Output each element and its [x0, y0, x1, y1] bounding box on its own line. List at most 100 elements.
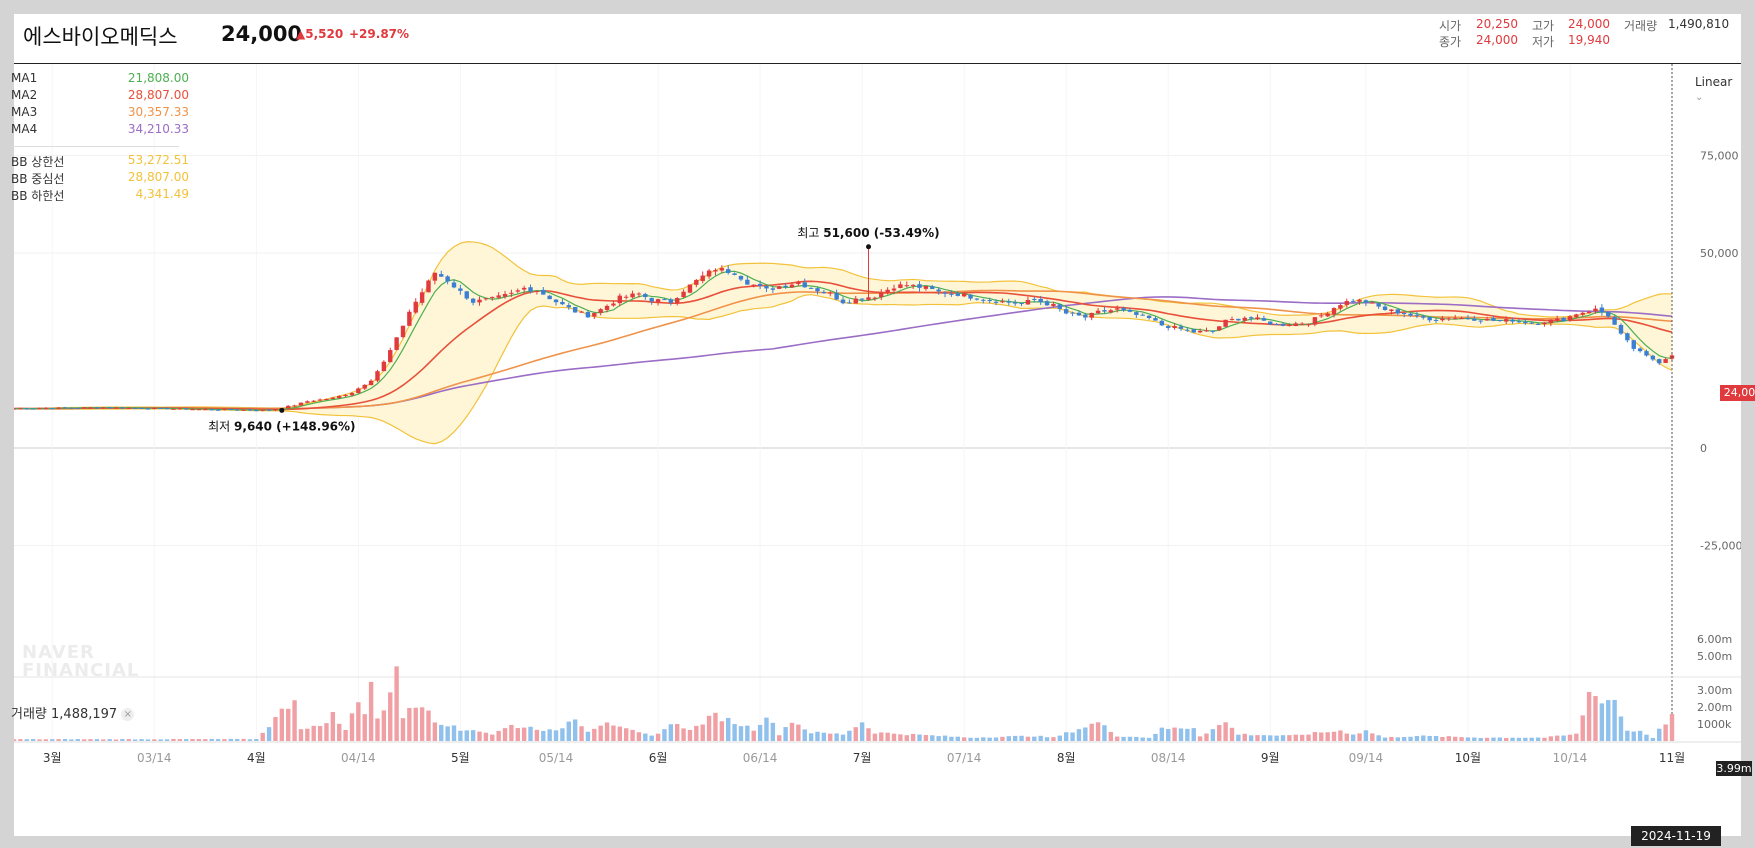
- volume-bar: [228, 738, 234, 741]
- candle: [706, 270, 712, 277]
- candle: [1357, 299, 1362, 302]
- candle: [311, 400, 316, 402]
- volume-bar: [152, 739, 157, 741]
- candle: [222, 409, 227, 411]
- volume-bar: [1006, 736, 1011, 741]
- close-icon[interactable]: ×: [121, 708, 135, 721]
- volume-bar: [1172, 727, 1177, 741]
- volume-bar: [292, 700, 297, 741]
- scale-button[interactable]: Linear ⌄: [1695, 75, 1733, 103]
- candle: [675, 298, 680, 303]
- candle: [815, 288, 820, 292]
- volume-bar: [1038, 735, 1043, 741]
- candle: [215, 409, 221, 411]
- x-tick-label: 05/14: [539, 751, 574, 765]
- volume-tick-label: 5.00m: [1697, 650, 1732, 663]
- candle: [1044, 301, 1050, 306]
- volume-bar: [1108, 731, 1114, 741]
- volume-bar: [643, 733, 648, 741]
- volume-bar: [1472, 737, 1477, 741]
- candle: [1529, 322, 1534, 324]
- candle: [1319, 315, 1324, 317]
- candle: [751, 284, 756, 286]
- volume-bar: [317, 726, 323, 741]
- legend-ma2-value: 28,807.00: [127, 88, 189, 102]
- candle: [337, 396, 342, 399]
- candle: [1038, 299, 1043, 303]
- volume-bar: [1529, 737, 1534, 741]
- volume-bar: [681, 728, 686, 741]
- candle: [1452, 318, 1458, 320]
- volume-bar: [1395, 737, 1400, 741]
- volume-bar: [1586, 691, 1592, 741]
- candle: [1293, 323, 1298, 327]
- candle: [547, 295, 552, 300]
- volume-bar: [1421, 735, 1426, 741]
- candle: [1140, 314, 1145, 316]
- volume-bar: [286, 708, 291, 741]
- candle: [426, 280, 431, 293]
- volume-bar: [1504, 737, 1509, 741]
- x-tick-label: 8월: [1057, 751, 1076, 765]
- x-tick-label: 6월: [649, 751, 668, 765]
- volume-bar: [885, 732, 890, 741]
- candle: [930, 286, 935, 290]
- ma1-line: [14, 270, 1673, 411]
- volume-bar: [260, 732, 265, 741]
- candle: [1134, 312, 1139, 315]
- volume-bar: [745, 725, 750, 741]
- volume-bar: [566, 721, 571, 741]
- candle: [483, 298, 489, 300]
- volume-bar: [145, 739, 151, 741]
- volume-bar: [1555, 735, 1560, 741]
- candle: [636, 293, 642, 295]
- candle: [81, 407, 87, 409]
- candle: [700, 275, 705, 282]
- volume-bar: [617, 726, 623, 741]
- candle: [1363, 300, 1369, 303]
- candle: [1535, 323, 1541, 325]
- candle: [1625, 333, 1630, 341]
- candle: [1210, 330, 1216, 332]
- x-tick-label: 3월: [43, 751, 62, 765]
- candle: [655, 299, 661, 303]
- candle: [247, 409, 253, 411]
- candle: [1446, 318, 1452, 320]
- x-tick-label: 11월: [1659, 751, 1685, 765]
- y-tick-label: 50,000: [1700, 247, 1739, 260]
- volume-bar: [1134, 736, 1139, 741]
- volume-bar: [43, 739, 49, 741]
- volume-bar: [898, 734, 903, 741]
- volume-bar: [1446, 736, 1452, 741]
- candle: [1516, 321, 1522, 323]
- volume-bar: [426, 710, 431, 741]
- candle: [101, 407, 106, 409]
- volume-bar: [400, 718, 406, 741]
- volume-bar: [1408, 736, 1413, 741]
- volume-bar: [1229, 727, 1235, 741]
- candle: [241, 409, 246, 411]
- candle: [400, 325, 406, 338]
- volume-bar: [126, 739, 131, 741]
- volume-bar: [770, 722, 776, 741]
- price-chart[interactable]: 최고 51,600 (-53.49%) 최저 9,640 (+148.96%) 75…: [14, 14, 1741, 836]
- volume-bar: [1248, 735, 1254, 741]
- grid-lines: [14, 64, 1673, 834]
- candle: [368, 380, 374, 386]
- volume-bar: [1637, 730, 1643, 741]
- volume-bar: [1357, 733, 1362, 741]
- low-annotation: 최저 9,640 (+148.96%): [208, 419, 355, 433]
- volume-bar: [560, 728, 565, 741]
- candle: [1427, 316, 1432, 321]
- candle: [126, 407, 131, 409]
- volume-bar: [337, 723, 342, 741]
- volume-bar: [1510, 737, 1515, 741]
- volume-bar: [30, 739, 36, 741]
- candle: [745, 279, 750, 285]
- candle: [541, 289, 546, 295]
- volume-bar: [1102, 725, 1107, 741]
- candle: [1191, 329, 1196, 333]
- volume-bar: [1414, 736, 1420, 741]
- candle: [1542, 322, 1547, 325]
- candle: [375, 371, 380, 381]
